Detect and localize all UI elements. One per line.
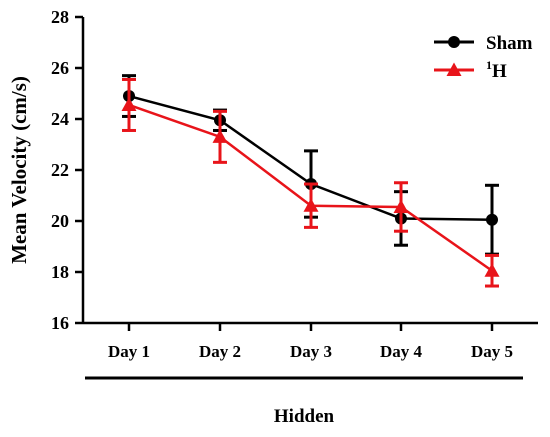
series-sham-point (486, 213, 498, 226)
y-ticks: 16 18 20 22 24 26 28 (51, 7, 83, 333)
y-tick-label: 22 (51, 160, 69, 180)
x-tick-label: Day 4 (380, 342, 423, 361)
legend-marker-h (446, 62, 462, 76)
x-axis: Day 1 Day 2 Day 3 Day 4 Day 5 (83, 321, 538, 361)
legend: Sham 1H (434, 33, 533, 82)
legend-label-sham: Sham (486, 33, 533, 54)
legend-marker-sham (448, 36, 460, 48)
x-tick-label: Day 5 (471, 342, 513, 361)
series-h-point (303, 198, 319, 212)
series-h-point (393, 199, 409, 213)
y-tick-label: 20 (51, 211, 69, 231)
x-tick-label: Day 3 (290, 342, 332, 361)
series-h-point (121, 97, 137, 111)
y-axis-label: Mean Velocity (cm/s) (7, 76, 31, 264)
series-h (121, 77, 500, 288)
x-tick-label: Day 2 (199, 342, 241, 361)
series-h-point (484, 263, 500, 277)
legend-item-sham: Sham (434, 33, 533, 54)
y-axis: 16 18 20 22 24 26 28 (51, 7, 85, 333)
legend-label-h: 1H (486, 58, 507, 82)
x-ticks: Day 1 Day 2 Day 3 Day 4 Day 5 (108, 323, 513, 361)
y-tick-label: 26 (51, 58, 69, 78)
series-layer (121, 74, 500, 288)
series-h-point (212, 129, 228, 143)
x-axis-group-label: Hidden (274, 406, 335, 427)
y-tick-label: 18 (51, 262, 69, 282)
y-tick-label: 28 (51, 7, 69, 27)
y-tick-label: 24 (51, 109, 69, 129)
legend-item-h: 1H (434, 58, 507, 82)
x-tick-label: Day 1 (108, 342, 150, 361)
y-tick-label: 16 (51, 313, 69, 333)
